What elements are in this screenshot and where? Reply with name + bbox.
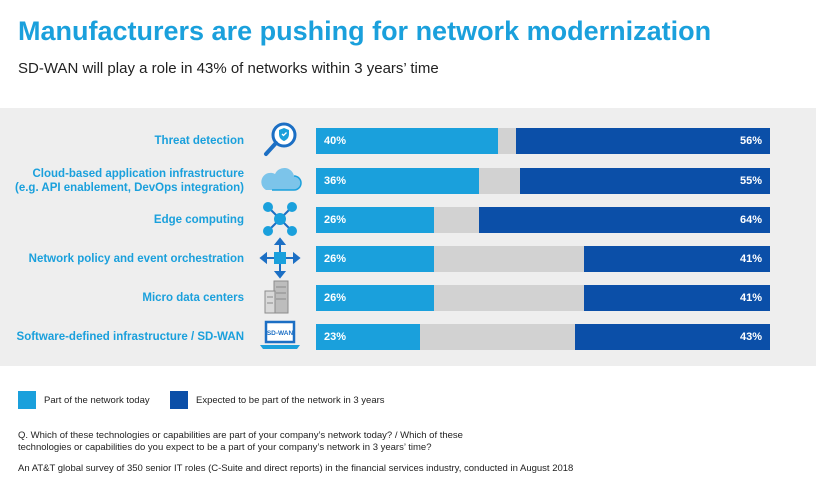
bar-future bbox=[515, 128, 770, 154]
value-label-future: 43% bbox=[739, 331, 762, 343]
bar-future bbox=[574, 324, 770, 350]
category-label-line: (e.g. API enablement, DevOps integration… bbox=[15, 182, 244, 194]
network-nodes-icon bbox=[258, 197, 302, 241]
category-label-line: Edge computing bbox=[153, 214, 244, 226]
category-label: Micro data centers bbox=[142, 285, 244, 311]
bar-future bbox=[520, 168, 770, 194]
legend-label-today: Part of the network today bbox=[44, 395, 150, 406]
value-label-today: 36% bbox=[324, 175, 347, 187]
value-label-today: 26% bbox=[324, 253, 347, 265]
category-label-line: Cloud-based application infrastructure bbox=[32, 168, 245, 180]
sdwan-laptop-icon: SD-WAN bbox=[258, 314, 302, 358]
bar-today bbox=[316, 207, 435, 233]
legend-swatch-future bbox=[170, 391, 188, 409]
chart-row: Micro data centers 26% 41% bbox=[0, 280, 816, 314]
value-label-future: 41% bbox=[739, 292, 762, 304]
value-label-future: 55% bbox=[739, 175, 762, 187]
category-label: Cloud-based application infrastructure (e… bbox=[15, 168, 244, 194]
category-label: Software-defined infrastructure / SD-WAN bbox=[17, 324, 244, 350]
category-label: Network policy and event orchestration bbox=[29, 246, 244, 272]
legend-swatch-today bbox=[18, 391, 36, 409]
bar-track: 26% 64% bbox=[316, 207, 770, 233]
bar-today bbox=[316, 128, 498, 154]
category-label: Edge computing bbox=[154, 207, 244, 233]
svg-text:SD-WAN: SD-WAN bbox=[267, 330, 294, 337]
chart-subtitle: SD-WAN will play a role in 43% of networ… bbox=[18, 60, 439, 77]
category-label-line: Threat detection bbox=[154, 135, 244, 147]
shield-magnifier-icon bbox=[258, 118, 302, 162]
survey-question-line-2: technologies or capabilities do you expe… bbox=[18, 442, 432, 453]
bar-track: 26% 41% bbox=[316, 285, 770, 311]
survey-source: An AT&T global survey of 350 senior IT r… bbox=[18, 463, 574, 474]
value-label-today: 23% bbox=[324, 331, 347, 343]
bar-future bbox=[583, 246, 770, 272]
value-label-future: 41% bbox=[739, 253, 762, 265]
chart-row: Threat detection 40% 56% bbox=[0, 122, 816, 156]
legend-label-future: Expected to be part of the network in 3 … bbox=[196, 395, 385, 406]
orchestration-arrows-icon bbox=[258, 236, 302, 280]
value-label-today: 26% bbox=[324, 214, 347, 226]
value-label-future: 64% bbox=[739, 214, 762, 226]
category-label-line: Software-defined infrastructure / SD-WAN bbox=[16, 331, 244, 343]
chart-row: Cloud-based application infrastructure (e… bbox=[0, 167, 816, 194]
bar-track: 23% 43% bbox=[316, 324, 770, 350]
bar-track: 40% 56% bbox=[316, 128, 770, 154]
survey-question-line-1: Q. Which of these technologies or capabi… bbox=[18, 430, 463, 441]
bar-today bbox=[316, 168, 480, 194]
value-label-today: 26% bbox=[324, 292, 347, 304]
chart-title: Manufacturers are pushing for network mo… bbox=[18, 16, 712, 46]
value-label-today: 40% bbox=[324, 135, 347, 147]
bar-today bbox=[316, 285, 435, 311]
chart-row: Network policy and event orchestration 26… bbox=[0, 237, 816, 279]
category-label: Threat detection bbox=[155, 128, 244, 154]
bar-today bbox=[316, 246, 435, 272]
cloud-icon bbox=[258, 158, 302, 202]
survey-question: Q. Which of these technologies or capabi… bbox=[18, 430, 463, 454]
category-label-line: Network policy and event orchestration bbox=[28, 253, 244, 265]
bar-track: 36% 55% bbox=[316, 168, 770, 194]
server-rack-icon bbox=[258, 275, 302, 319]
value-label-future: 56% bbox=[739, 135, 762, 147]
chart-row: Edge computing 26% 64% bbox=[0, 202, 816, 236]
bar-future bbox=[479, 207, 770, 233]
bar-today bbox=[316, 324, 421, 350]
bar-track: 26% 41% bbox=[316, 246, 770, 272]
category-label-line: Micro data centers bbox=[142, 292, 244, 304]
bar-future bbox=[583, 285, 770, 311]
chart-row: Software-defined infrastructure / SD-WAN… bbox=[0, 320, 816, 350]
